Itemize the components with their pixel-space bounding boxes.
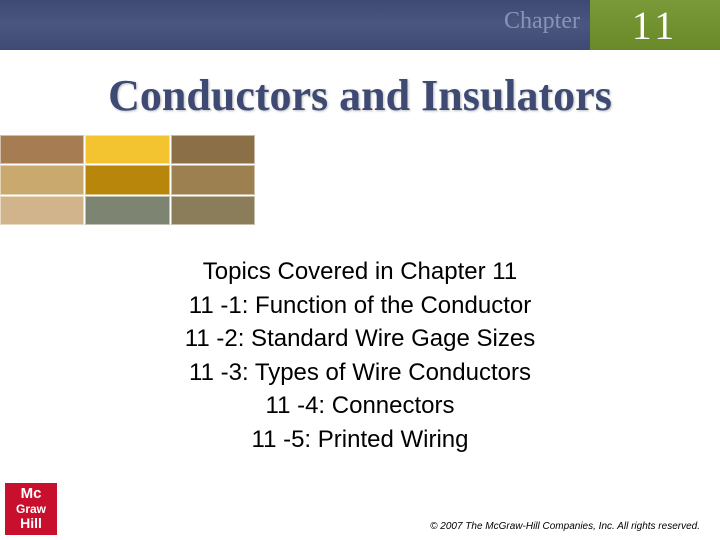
topic-item: 11 -4: Connectors [0,389,720,423]
topic-item: 11 -5: Printed Wiring [0,423,720,457]
logo-line1: Mc [21,486,42,503]
copyright-text: © 2007 The McGraw-Hill Companies, Inc. A… [430,521,700,532]
grid-cell [0,135,84,164]
grid-cell [85,135,169,164]
header-bar: Chapter 11 [0,0,720,50]
grid-cell [0,196,84,225]
grid-cell [0,165,84,194]
chapter-label: Chapter [504,8,580,35]
topic-item: 11 -1: Function of the Conductor [0,289,720,323]
mcgraw-hill-logo: Mc Graw Hill [5,483,57,535]
grid-cell [85,196,169,225]
topics-heading: Topics Covered in Chapter 11 [0,255,720,289]
logo-line3: Hill [20,516,42,531]
page-title: Conductors and Insulators [0,70,720,121]
chapter-number-box: 11 [590,0,720,50]
topics-section: Topics Covered in Chapter 11 11 -1: Func… [0,255,720,457]
topic-item: 11 -2: Standard Wire Gage Sizes [0,322,720,356]
decorative-grid [0,135,255,225]
grid-cell [171,165,255,194]
topic-item: 11 -3: Types of Wire Conductors [0,356,720,390]
grid-cell [171,196,255,225]
chapter-number: 11 [632,2,679,49]
grid-cell [85,165,169,194]
grid-cell [171,135,255,164]
